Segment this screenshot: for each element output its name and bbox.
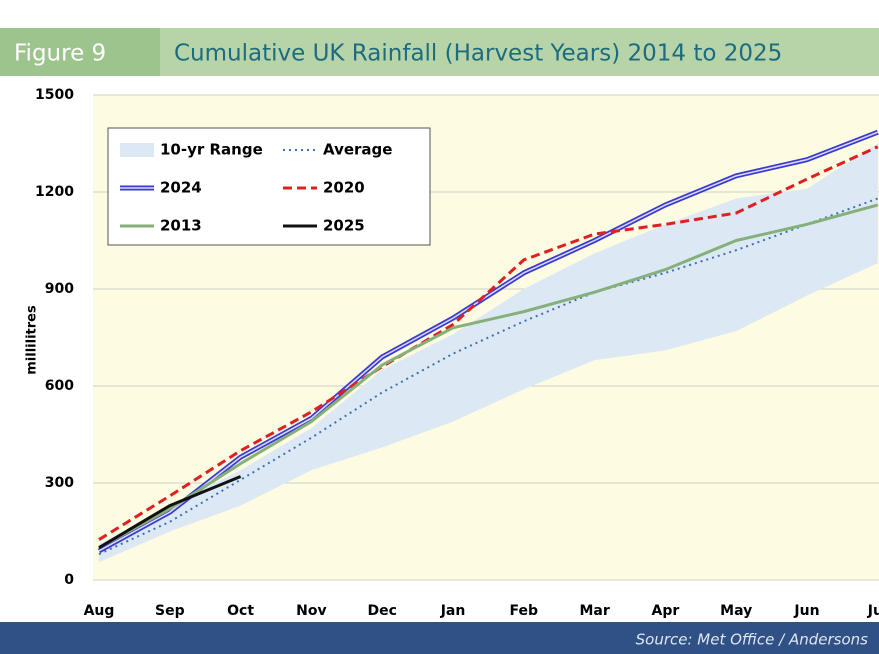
x-tick-label: Jul — [867, 603, 879, 619]
series-line — [98, 145, 879, 541]
y-tick-label: 1200 — [35, 184, 74, 200]
x-tick-label: Feb — [510, 603, 539, 619]
legend-label: 2024 — [160, 179, 202, 197]
series-line-inner — [98, 131, 879, 552]
legend-label: Average — [323, 141, 392, 159]
legend-label: 2025 — [323, 217, 365, 235]
series-line — [98, 475, 242, 549]
chart-title: Cumulative UK Rainfall (Harvest Years) 2… — [174, 41, 782, 67]
legend-label: 10-yr Range — [160, 141, 263, 159]
x-tick-label: Apr — [652, 603, 680, 619]
series-line — [98, 197, 879, 556]
legend-label: 2020 — [323, 179, 365, 197]
y-tick-label: 1500 — [35, 87, 74, 103]
y-tick-label: 600 — [45, 378, 74, 394]
x-tick-label: Nov — [296, 603, 326, 619]
x-tick-label: Mar — [579, 603, 609, 619]
x-tick-label: Sep — [155, 603, 185, 619]
footer-band — [0, 622, 879, 654]
legend-swatch — [120, 143, 154, 157]
x-tick-label: Dec — [367, 603, 396, 619]
series-line — [98, 203, 879, 549]
source: Source: Met Office / Andersons — [636, 631, 869, 649]
x-tick-label: Jan — [440, 603, 466, 619]
x-tick-label: May — [720, 603, 752, 619]
y-axis-label: millilitres — [25, 305, 40, 375]
y-tick-label: 0 — [64, 572, 74, 588]
y-tick-label: 900 — [45, 281, 74, 297]
range-band — [99, 143, 878, 563]
x-tick-label: Aug — [84, 603, 115, 619]
figure-label: Figure 9 — [14, 41, 106, 67]
legend-box — [107, 127, 431, 246]
legend-label: 2013 — [160, 217, 202, 235]
x-tick-label: Oct — [227, 603, 254, 619]
y-tick-label: 300 — [45, 475, 74, 491]
x-tick-label: Jun — [793, 603, 819, 619]
figure-label-box — [0, 28, 160, 76]
